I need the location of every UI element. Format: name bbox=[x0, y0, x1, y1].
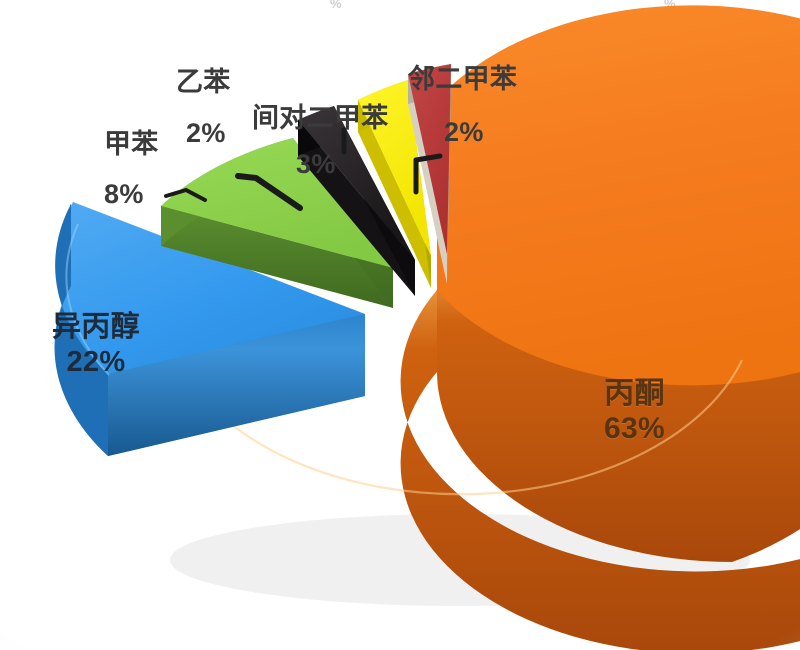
slice-label-o-xylene-name: 邻二甲苯 bbox=[408, 64, 518, 94]
slice-label-ethylbenzene-name: 乙苯 bbox=[176, 67, 231, 97]
slice-label-o-xylene-pct: 2% bbox=[444, 117, 484, 147]
slice-label-acetone: 丙酮 63% bbox=[604, 378, 665, 445]
slice-label-mp-xylene-name: 间对二甲苯 bbox=[252, 103, 389, 133]
slice-label-ethylbenzene-pct: 2% bbox=[186, 118, 226, 148]
slice-label-acetone-name: 丙酮 bbox=[604, 377, 665, 410]
slice-label-acetone-pct: 63% bbox=[604, 411, 665, 445]
slice-label-toluene-name: 甲苯 bbox=[104, 129, 159, 159]
slice-label-isopropanol: 异丙醇 22% bbox=[52, 312, 140, 377]
slice-label-mp-xylene-pct: 3% bbox=[296, 149, 336, 179]
slice-label-isopropanol-pct: 22% bbox=[66, 345, 126, 378]
slice-label-toluene-pct: 8% bbox=[104, 179, 144, 209]
slice-label-isopropanol-name: 异丙醇 bbox=[52, 311, 140, 343]
